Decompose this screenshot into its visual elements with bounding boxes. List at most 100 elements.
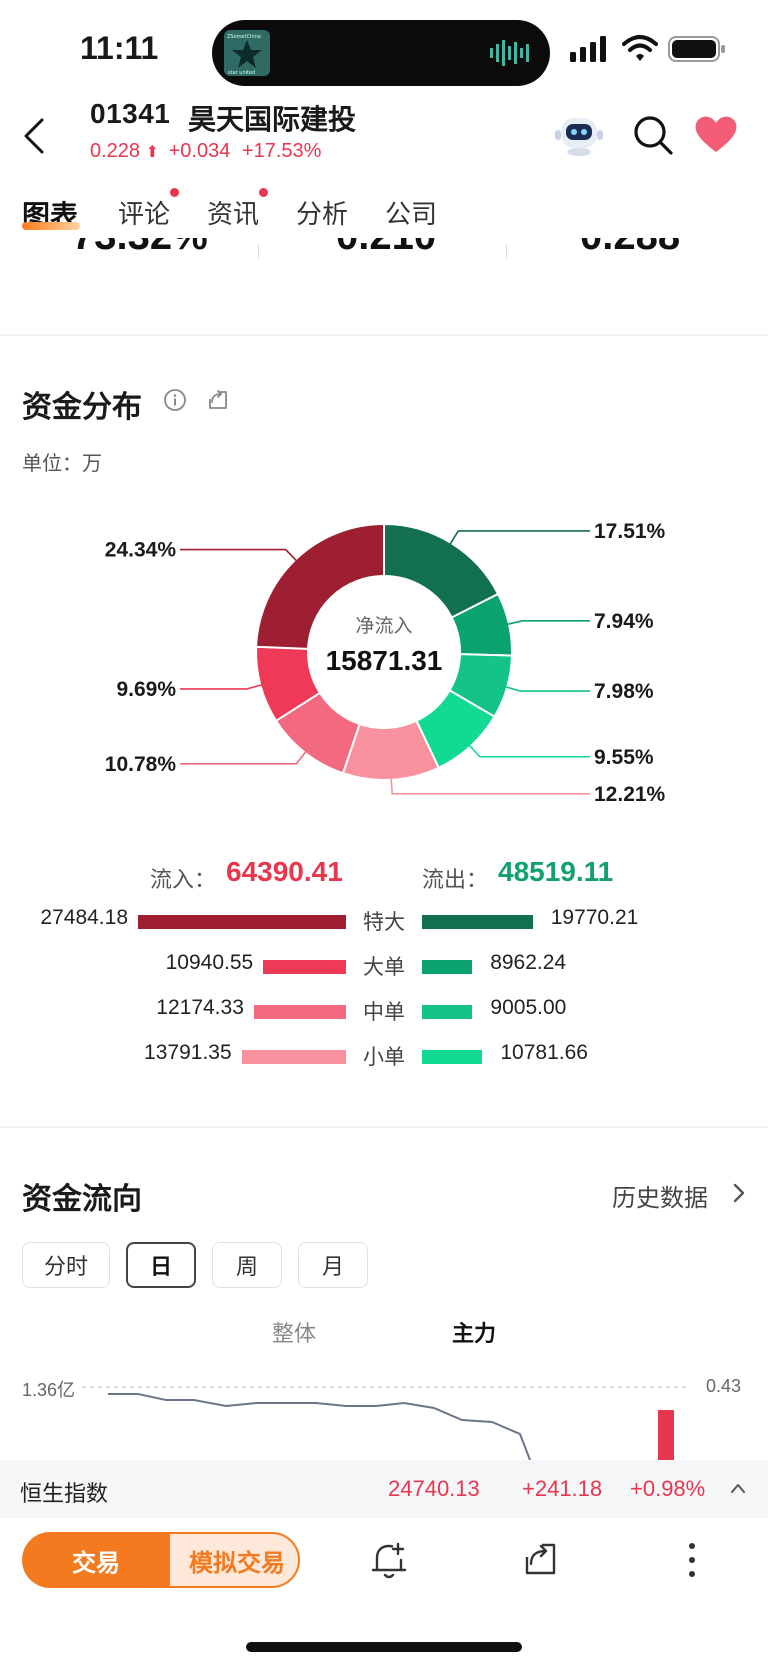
up-arrow-icon: ⬆ <box>145 144 160 161</box>
order-size-label: 中单 <box>363 1001 405 1024</box>
segment-main-force[interactable]: 主力 <box>452 1321 497 1346</box>
alert-bell-icon[interactable] <box>370 1540 408 1580</box>
tab-news[interactable]: 资讯 <box>207 199 260 229</box>
flow-bar <box>658 1410 674 1460</box>
inflow-amount: 13791.35 <box>144 1041 232 1064</box>
trade-button[interactable]: 交易 <box>22 1532 170 1588</box>
inflow-bar <box>241 1050 346 1064</box>
battery-icon <box>668 36 725 62</box>
chevron-up-icon[interactable] <box>730 1482 746 1494</box>
inflow-bar <box>263 960 346 974</box>
outflow-label: 流出： <box>422 867 489 892</box>
button-slant <box>150 1532 171 1588</box>
search-icon[interactable] <box>632 114 674 156</box>
tab-analysis[interactable]: 分析 <box>296 199 349 229</box>
more-vertical-icon[interactable] <box>684 1540 700 1580</box>
segment-overall[interactable]: 整体 <box>272 1321 317 1346</box>
fund-flow-chart <box>82 1386 690 1460</box>
order-size-label: 小单 <box>363 1046 405 1069</box>
outflow-bar <box>422 1050 483 1064</box>
inflow-amount: 27484.18 <box>40 906 128 929</box>
slice-percent-label: 12.21% <box>594 783 666 806</box>
tab-underline <box>22 222 80 230</box>
flow-line <box>108 1393 531 1460</box>
period-tab-month[interactable]: 月 <box>298 1242 368 1288</box>
section-divider <box>0 1126 768 1128</box>
center-label: 净流入 <box>355 615 412 637</box>
share-icon[interactable] <box>206 388 230 412</box>
chevron-right-icon[interactable] <box>732 1182 746 1204</box>
leader-line <box>504 620 590 626</box>
share-icon[interactable] <box>522 1540 560 1578</box>
leader-line <box>448 530 590 547</box>
period-tab-intraday[interactable]: 分时 <box>22 1242 110 1288</box>
status-time: 11:11 <box>80 30 159 66</box>
wifi-icon <box>622 35 658 61</box>
donut-slice <box>255 522 385 650</box>
divider <box>258 244 259 258</box>
music-thumbnail: ZSometChina star united <box>224 30 270 76</box>
leader-line <box>390 775 590 795</box>
tab-company[interactable]: 公司 <box>385 199 438 229</box>
scrolled-value: 0.210 <box>336 238 436 259</box>
index-change: +241.18 <box>522 1476 603 1501</box>
home-indicator <box>246 1642 522 1652</box>
fund-distribution-title: 资金分布 <box>22 391 142 424</box>
inflow-amount: 10940.55 <box>165 951 254 974</box>
signal-icon <box>570 36 606 62</box>
outflow-bar <box>422 915 533 929</box>
sim-trade-button[interactable]: 模拟交易 <box>152 1532 300 1588</box>
period-tab-day[interactable]: 日 <box>126 1242 196 1288</box>
news-badge-dot <box>259 188 268 197</box>
divider <box>506 244 507 258</box>
info-icon[interactable] <box>163 388 187 412</box>
outflow-amount: 10781.66 <box>500 1041 588 1064</box>
center-value: 15871.31 <box>326 645 443 676</box>
leader-line <box>180 749 309 765</box>
slice-percent-label: 10.78% <box>105 753 177 776</box>
index-ticker-bar[interactable] <box>0 1460 768 1518</box>
slice-percent-label: 24.34% <box>105 539 177 562</box>
outflow-amount: 19770.21 <box>550 906 639 929</box>
scrolled-values-row: 73.32% 0.210 0.288 <box>0 238 768 260</box>
thumb-caption: star united <box>228 70 255 76</box>
slice-percent-label: 9.69% <box>116 678 176 701</box>
leader-line <box>180 683 265 690</box>
robot-assistant-icon[interactable] <box>555 112 603 158</box>
tab-comments[interactable]: 评论 <box>118 199 171 229</box>
y-axis-right-label: 0.43 <box>706 1376 742 1396</box>
slice-percent-label: 7.98% <box>594 680 654 703</box>
favorite-heart-icon[interactable] <box>694 114 738 154</box>
scrolled-value: 73.32% <box>72 238 208 259</box>
unit-label: 单位：万 <box>22 453 102 475</box>
section-divider <box>0 334 768 336</box>
outflow-bar <box>422 960 473 974</box>
period-tab-week[interactable]: 周 <box>212 1242 282 1288</box>
leader-line <box>180 548 299 564</box>
stock-name: 昊天国际建投 <box>188 104 357 135</box>
inflow-label: 流入： <box>150 867 217 892</box>
history-data-link[interactable]: 历史数据 <box>612 1185 708 1212</box>
outflow-amount: 9005.00 <box>490 996 567 1019</box>
comments-badge-dot <box>170 188 179 197</box>
price-change-pct: +17.53% <box>241 140 322 162</box>
back-icon[interactable] <box>20 116 50 156</box>
leader-line <box>467 742 590 758</box>
quote-line: 0.228 ⬆ +0.034 +17.53% <box>90 140 321 163</box>
slice-percent-label: 7.94% <box>594 610 654 633</box>
stock-code: 01341 <box>90 98 171 129</box>
thumb-text: ZSometChina <box>227 34 261 40</box>
outflow-bar <box>422 1005 473 1019</box>
fund-distribution-donut: 净流入 15871.31 17.51% 7.94% 7.98% 9.55% 12.21%… <box>105 520 666 806</box>
dynamic-island: ZSometChina star united <box>212 20 550 86</box>
scrolled-value: 0.288 <box>580 238 680 259</box>
index-change-pct: +0.98% <box>630 1476 706 1501</box>
y-axis-left-label: 1.36亿 <box>22 1380 76 1400</box>
outflow-amount: 8962.24 <box>490 951 567 974</box>
inflow-bar <box>253 1005 346 1019</box>
leader-line <box>502 685 590 692</box>
star-icon <box>232 40 262 68</box>
outflow-value: 48519.11 <box>498 856 614 887</box>
order-size-label: 大单 <box>363 956 405 979</box>
slice-percent-label: 9.55% <box>594 746 654 769</box>
